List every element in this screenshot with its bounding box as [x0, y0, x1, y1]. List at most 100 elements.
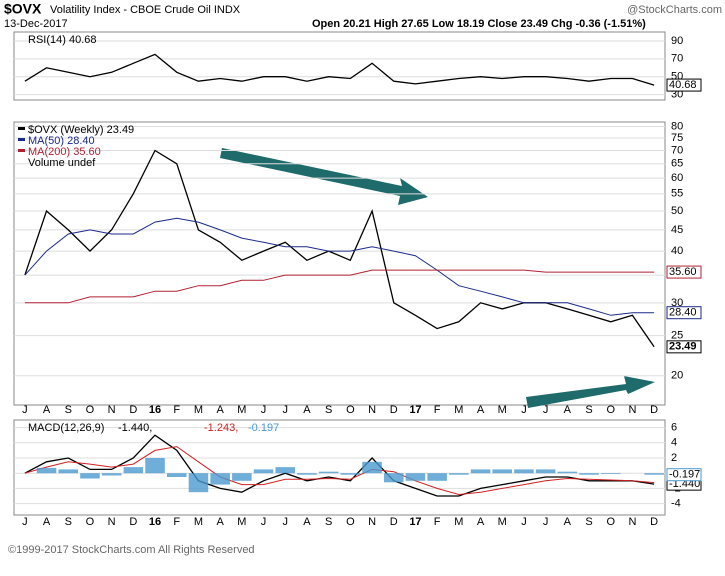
x-tick-label: F	[173, 516, 180, 528]
x-tick-label: N	[108, 516, 116, 528]
x-tick-label: J	[261, 516, 267, 528]
last-value-label: 40.68	[669, 79, 697, 91]
y-tick-label: 6	[671, 422, 677, 434]
x-tick-label: M	[237, 404, 246, 416]
x-tick-label: A	[43, 516, 51, 528]
rsi-panel	[13, 31, 666, 101]
histogram-bar	[579, 473, 599, 475]
series-line	[24, 217, 655, 316]
value-box	[666, 340, 702, 354]
x-tick-label: S	[325, 516, 332, 528]
histogram-bar	[600, 473, 621, 474]
y-tick-label: 90	[671, 35, 683, 47]
value-box	[666, 78, 702, 92]
y-tick-label: 65	[671, 158, 683, 170]
x-tick-label: S	[65, 516, 72, 528]
x-tick-label: O	[346, 404, 355, 416]
series-line	[24, 53, 655, 86]
legend-entry: Volume undef	[28, 157, 96, 169]
value-box	[666, 306, 702, 320]
x-tick-label: O	[606, 404, 615, 416]
source: @StockCharts.com	[627, 4, 722, 16]
value-box	[666, 265, 702, 279]
last-value-label: 35.60	[669, 266, 697, 278]
x-tick-label: A	[564, 404, 572, 416]
histogram-bar	[318, 471, 339, 474]
x-tick-label: A	[43, 404, 51, 416]
x-tick-label: J	[261, 404, 267, 416]
x-tick-label: 17	[409, 404, 421, 416]
x-tick-label: N	[628, 516, 636, 528]
x-tick-label: J	[543, 404, 549, 416]
x-tick-label: D	[129, 404, 137, 416]
x-tick-label: J	[521, 404, 527, 416]
y-tick-label: 2	[671, 452, 677, 464]
x-tick-label: J	[22, 516, 28, 528]
x-tick-label: J	[521, 516, 527, 528]
x-tick-label: S	[585, 516, 592, 528]
x-tick-label: J	[543, 516, 549, 528]
x-tick-label: O	[606, 516, 615, 528]
x-tick-label: D	[129, 516, 137, 528]
histogram-bar	[427, 473, 447, 481]
x-tick-label: A	[564, 516, 572, 528]
legend-swatch	[18, 149, 25, 152]
histogram-bar	[275, 467, 296, 474]
histogram-bar	[644, 473, 664, 475]
date: 13-Dec-2017	[4, 18, 68, 30]
histogram-bar	[188, 473, 209, 493]
y-tick-label: 60	[671, 172, 683, 184]
x-tick-label: 16	[149, 404, 161, 416]
x-tick-label: M	[454, 404, 463, 416]
y-tick-label: 30	[671, 297, 683, 309]
x-tick-label: J	[283, 516, 289, 528]
index-name: Volatility Index - CBOE Crude Oil INDX	[50, 4, 241, 16]
histogram-bar	[210, 473, 230, 485]
legend-entry: -1.440,	[118, 422, 152, 434]
arrow	[220, 148, 428, 205]
y-tick-label: -4	[671, 498, 681, 510]
x-tick-label: O	[86, 516, 95, 528]
legend-entry: -1.243,	[204, 422, 238, 434]
x-tick-label: D	[390, 516, 398, 528]
histogram-bar	[145, 458, 165, 474]
y-tick-label: 70	[671, 144, 683, 156]
histogram-bar	[80, 473, 100, 479]
x-tick-label: M	[194, 516, 203, 528]
x-tick-label: D	[650, 516, 658, 528]
legend-entry: MA(50) 28.40	[28, 135, 95, 147]
legend-entry: MA(200) 35.60	[28, 146, 101, 158]
histogram-bar	[405, 473, 426, 481]
series-line	[24, 446, 655, 496]
symbol: $OVX	[4, 1, 42, 17]
x-tick-label: A	[303, 404, 311, 416]
last-value-label: 23.49	[669, 341, 697, 353]
x-tick-label: D	[390, 404, 398, 416]
x-tick-label: M	[454, 516, 463, 528]
x-tick-label: M	[237, 516, 246, 528]
x-tick-label: N	[368, 516, 376, 528]
x-tick-label: M	[498, 516, 507, 528]
price-panel	[13, 121, 666, 406]
y-tick-label: 55	[671, 188, 683, 200]
x-tick-label: O	[86, 404, 95, 416]
histogram-bar	[535, 469, 556, 474]
x-tick-label: 16	[149, 516, 161, 528]
histogram-bar	[340, 473, 361, 475]
x-tick-label: M	[194, 404, 203, 416]
x-tick-label: F	[434, 404, 441, 416]
histogram-bar	[253, 469, 274, 474]
value-box	[666, 468, 702, 482]
histogram-bar	[514, 469, 534, 474]
legend-entry: $OVX (Weekly) 23.49	[28, 124, 134, 136]
histogram-bar	[470, 469, 491, 474]
arrow	[526, 376, 655, 408]
x-tick-label: J	[283, 404, 289, 416]
histogram-bar	[297, 473, 317, 475]
histogram-bar	[492, 469, 513, 474]
y-tick-label: 80	[671, 120, 683, 132]
histogram-bar	[58, 469, 79, 474]
last-value-label: -0.197	[669, 469, 700, 481]
histogram-bar	[383, 473, 404, 483]
